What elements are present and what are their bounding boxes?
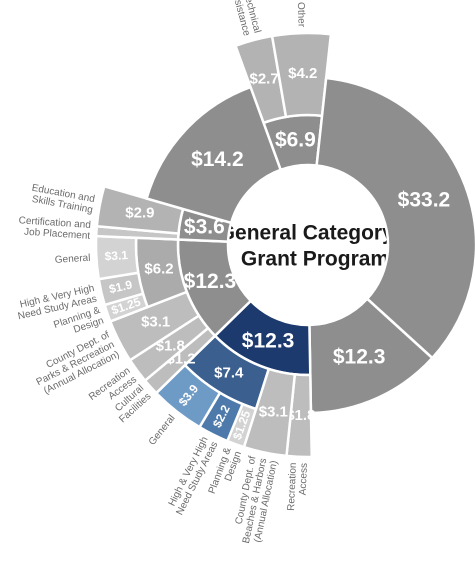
segment	[270, 31, 333, 119]
segment-label: Other	[295, 2, 307, 28]
value-label: $7.4	[214, 365, 244, 382]
segment	[145, 85, 283, 225]
label-line: Recreation	[286, 462, 299, 511]
label-line: Job Placement	[24, 227, 91, 242]
value-label: $1.8	[286, 407, 315, 424]
label-line: General	[147, 413, 178, 448]
value-label: $33.2	[398, 189, 451, 212]
label-line: Access	[298, 463, 310, 496]
segment	[315, 76, 475, 360]
value-label: $6.9	[275, 128, 316, 151]
center-title: Grant Program	[241, 248, 389, 271]
value-label: $3.1	[259, 403, 288, 420]
value-label: $6.2	[144, 261, 173, 278]
label-line: Certification and	[18, 215, 91, 231]
value-label: $12.3	[184, 270, 237, 293]
value-label: $14.2	[191, 148, 244, 171]
value-label: $12.3	[333, 346, 386, 369]
value-label: $2.7	[250, 71, 279, 88]
segment-label: General	[147, 413, 178, 448]
segment-label: General	[55, 253, 91, 266]
center-title: General Category 3	[219, 222, 412, 245]
value-label: $1.9	[108, 277, 134, 296]
value-label: $2.9	[125, 205, 154, 222]
label-line: Other	[295, 2, 307, 28]
value-label: $4.2	[288, 65, 317, 82]
value-label: $1.8	[156, 337, 185, 354]
value-label: $3.6	[184, 216, 225, 239]
value-label: $3.1	[104, 248, 128, 263]
value-label: $3.1	[141, 314, 170, 331]
label-line: General	[55, 253, 91, 266]
value-label: $12.3	[242, 330, 295, 353]
